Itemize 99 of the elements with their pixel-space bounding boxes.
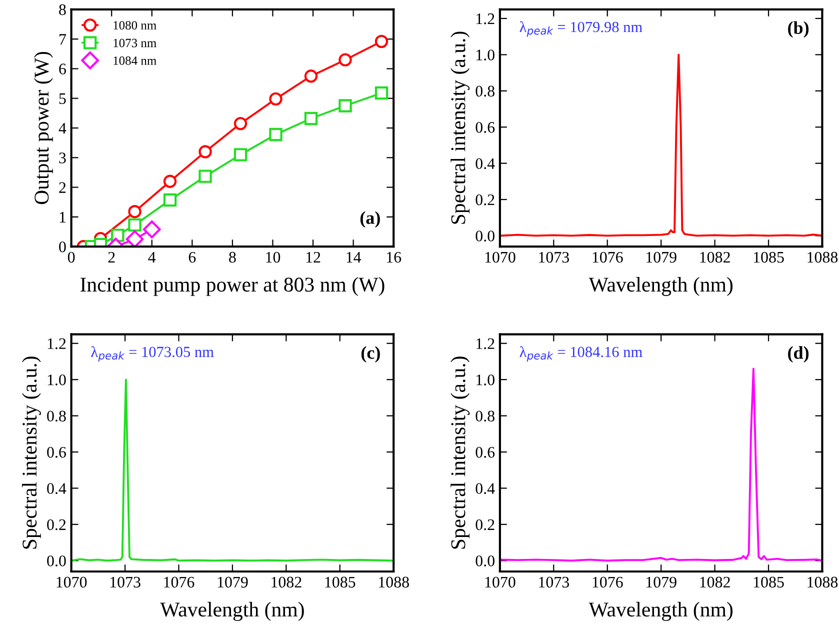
legend-label: 1080 nm (114, 21, 156, 30)
y-axis-title: Spectral intensity (a.u.) (22, 356, 41, 549)
point (234, 116, 248, 130)
line-series (500, 368, 822, 562)
y-axis-title: Spectral intensity (a.u.) (450, 32, 470, 224)
y-tick-label: 0.0 (476, 556, 494, 566)
x-tick-label: 1088 (808, 576, 838, 588)
y-tick-label: 1.0 (48, 374, 66, 386)
annotation: λ$_{peak}$ = 1073.05 nm (91, 346, 214, 362)
x-axis-title: Wavelength (nm) (588, 277, 733, 296)
point (269, 128, 282, 142)
point (163, 193, 177, 207)
x-tick-label: 4 (148, 252, 156, 263)
y-tick-label: 1.2 (48, 338, 66, 350)
y-tick-label: 1.0 (476, 374, 494, 386)
x-tick-label: 14 (346, 252, 362, 263)
point (269, 92, 282, 106)
y-tick-label: 1.0 (476, 50, 494, 60)
x-tick-label: 12 (306, 252, 320, 263)
line-series (71, 378, 394, 562)
y-tick-label: 0.2 (47, 519, 66, 530)
y-tick-label: 1.2 (476, 338, 494, 350)
x-tick-label: 1070 (485, 576, 516, 588)
point (198, 145, 212, 158)
x-tick-label: 16 (387, 252, 402, 263)
x-tick-label: 1082 (700, 576, 730, 588)
y-tick-label: 0.2 (476, 194, 494, 206)
point (163, 174, 177, 188)
x-tick-label: 1073 (110, 576, 140, 588)
x-tick-label: 1088 (808, 252, 838, 263)
x-tick-label: 1079 (646, 576, 676, 588)
annotation: (d) (788, 346, 809, 363)
point (142, 220, 161, 238)
y-tick-label: 4 (58, 123, 66, 134)
y-tick-label: 0.8 (476, 86, 494, 97)
y-axis-title: Output power (W) (34, 52, 53, 204)
x-tick-label: 1079 (646, 252, 676, 263)
x-tick-label: 8 (229, 252, 236, 263)
x-tick-label: 1070 (56, 576, 87, 588)
y-tick-label: 0.8 (476, 410, 494, 422)
x-tick-label: 1076 (592, 576, 623, 588)
x-tick-label: 1088 (379, 576, 409, 588)
x-axis-title: Wavelength (nm) (160, 602, 304, 621)
x-tick-label: 0 (68, 252, 75, 263)
y-tick-label: 8 (59, 4, 66, 16)
annotation: (c) (361, 346, 380, 363)
y-tick-label: 6 (59, 64, 66, 74)
x-tick-label: 1073 (539, 252, 570, 263)
point (304, 112, 318, 126)
point (374, 34, 388, 48)
x-tick-label: 10 (266, 252, 280, 263)
point (304, 70, 318, 83)
x-tick-label: 1082 (272, 576, 302, 588)
annotation: λ$_{peak}$ = 1079.98 nm (520, 21, 642, 37)
y-tick-label: 0.8 (47, 410, 66, 422)
y-tick-label: 0 (59, 241, 66, 252)
y-tick-label: 2 (59, 182, 66, 193)
legend-label: 1084 nm (114, 56, 156, 65)
line-series (500, 54, 822, 237)
point (198, 170, 212, 183)
x-tick-label: 1073 (539, 576, 570, 588)
y-tick-label: 7 (60, 34, 66, 45)
y-tick-label: 0.0 (476, 230, 494, 242)
x-tick-label: 1079 (218, 576, 248, 588)
point (126, 230, 144, 247)
x-tick-label: 6 (188, 252, 196, 263)
x-tick-label: 1076 (592, 252, 623, 263)
y-axis-title: Spectral intensity (a.u.) (450, 356, 470, 549)
y-tick-label: 5 (59, 93, 66, 104)
y-tick-label: 1 (60, 212, 66, 222)
x-tick-label: 1076 (164, 576, 194, 588)
x-tick-label: 1085 (754, 576, 784, 588)
annotation: (a) (360, 211, 380, 228)
x-tick-label: 1085 (754, 252, 784, 263)
y-tick-label: 0.6 (47, 446, 66, 458)
annotation: (b) (788, 21, 809, 38)
point (128, 218, 142, 232)
x-tick-label: 1082 (700, 252, 730, 263)
x-axis-title: Wavelength (nm) (588, 602, 733, 621)
y-tick-label: 1.2 (476, 13, 494, 24)
point (234, 148, 248, 162)
y-tick-label: 0.4 (476, 483, 495, 494)
annotation: λ$_{peak}$ = 1084.16 nm (520, 346, 642, 362)
y-tick-label: 0.4 (476, 158, 495, 170)
x-tick-label: 1085 (325, 576, 356, 588)
y-tick-label: 0.2 (476, 519, 494, 530)
point (338, 53, 352, 66)
x-tick-label: 2 (108, 252, 115, 263)
point (128, 204, 142, 218)
x-axis-title: Incident pump power at 803 nm (W) (80, 277, 384, 296)
y-tick-label: 0.6 (476, 446, 495, 458)
y-tick-label: 0.0 (47, 556, 66, 566)
legend-label: 1073 nm (114, 38, 156, 48)
y-tick-label: 3 (59, 152, 66, 164)
x-tick-label: 1070 (485, 252, 516, 263)
point (374, 86, 388, 100)
point (338, 99, 352, 112)
y-tick-label: 0.4 (47, 483, 66, 494)
y-tick-label: 0.6 (476, 122, 495, 133)
